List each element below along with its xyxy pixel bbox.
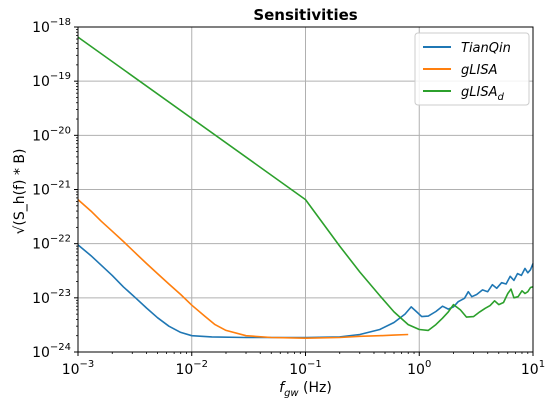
x-tick-exponent: 1 <box>539 359 545 370</box>
y-tick-label: 10−20 <box>32 125 71 144</box>
x-tick-labels: 10−3 10−2 10−1 100 101 <box>62 359 545 378</box>
y-tick-exponent: −18 <box>50 17 71 28</box>
y-tick-base: 10 <box>32 128 50 144</box>
series-line-glisad <box>77 36 534 332</box>
y-tick-label: 10−24 <box>32 342 71 361</box>
x-axis-label-sub: gw <box>284 388 299 399</box>
x-axis-label: fgw (Hz) <box>279 380 332 399</box>
x-tick-label: 100 <box>407 359 431 378</box>
y-tick-base: 10 <box>32 74 50 90</box>
series-line-glisa <box>77 199 409 339</box>
y-tick-exponent: −23 <box>50 288 71 299</box>
series-lines <box>77 36 534 339</box>
y-tick-exponent: −20 <box>50 125 71 136</box>
chart-title: Sensitivities <box>253 6 357 24</box>
legend-label-subscript: d <box>497 92 504 103</box>
legend-box <box>414 32 530 106</box>
y-tick-exponent: −19 <box>50 71 71 82</box>
x-tick-label: 10−1 <box>289 359 322 378</box>
legend-label: gLISAd <box>461 85 504 103</box>
y-tick-base: 10 <box>32 291 50 307</box>
x-tick-base: 10 <box>289 362 307 378</box>
y-tick-exponent: −24 <box>50 342 71 353</box>
y-tick-exponent: −21 <box>50 180 71 191</box>
y-tick-label: 10−19 <box>32 71 71 90</box>
y-tick-base: 10 <box>32 345 50 361</box>
legend-label-name: gLISA <box>461 63 497 78</box>
axis-ticks <box>74 26 534 356</box>
x-axis-label-main: f <box>279 380 286 396</box>
y-tick-base: 10 <box>32 237 50 253</box>
x-tick-exponent: −2 <box>193 359 208 370</box>
y-tick-label: 10−22 <box>32 234 71 253</box>
x-tick-base: 10 <box>175 362 193 378</box>
y-tick-base: 10 <box>32 183 50 199</box>
legend-label-name: TianQin <box>461 41 511 56</box>
series-line-tianqin <box>77 244 534 339</box>
legend-label: gLISA <box>461 63 497 78</box>
y-tick-label: 10−23 <box>32 288 71 307</box>
y-tick-base: 10 <box>32 20 50 36</box>
x-tick-base: 10 <box>521 362 539 378</box>
x-tick-base: 10 <box>407 362 425 378</box>
x-axis-label-unit: (Hz) <box>299 380 332 396</box>
x-tick-exponent: −1 <box>307 359 322 370</box>
y-tick-exponent: −22 <box>50 234 71 245</box>
y-tick-label: 10−21 <box>32 180 71 199</box>
x-tick-base: 10 <box>62 362 80 378</box>
x-tick-label: 10−3 <box>62 359 95 378</box>
y-axis-label: √(S_h(f) * B) <box>12 149 28 235</box>
legend-label-name: gLISA <box>461 85 497 100</box>
x-tick-label: 101 <box>521 359 545 378</box>
x-tick-label: 10−2 <box>175 359 208 378</box>
x-tick-exponent: −3 <box>80 359 95 370</box>
y-tick-label: 10−18 <box>32 17 71 36</box>
x-tick-exponent: 0 <box>425 359 431 370</box>
legend-label: TianQin <box>461 41 511 56</box>
y-axis-label-text: √(S_h(f) * B) <box>12 149 28 235</box>
